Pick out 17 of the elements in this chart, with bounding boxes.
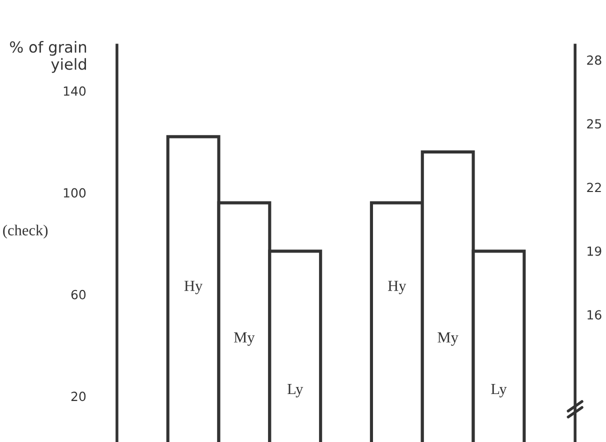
y-tick-label: 60 — [71, 290, 86, 300]
x-tick-label: Ly — [287, 384, 304, 398]
x-tick-label: Ly — [491, 384, 507, 398]
y-tick-label: 20 — [71, 392, 86, 402]
y2-tick-label: 19 — [588, 246, 602, 256]
x-tick-label: My — [234, 332, 255, 346]
text: (check) — [3, 224, 48, 239]
x-tick-label: Hy — [184, 280, 203, 294]
y2-tick-label: 25 — [587, 119, 602, 129]
x-tick-label: My — [438, 332, 458, 346]
y-tick-label: 140 — [64, 86, 86, 96]
y-tick-label: 100 — [64, 188, 86, 198]
y2-tick-label: 16 — [588, 310, 602, 320]
y2-tick-label: 28 — [587, 55, 602, 65]
y-axis-title: % of grain yield — [10, 40, 86, 73]
y2-tick-label: 22 — [587, 182, 601, 192]
x-tick-label: Hy — [388, 280, 406, 294]
